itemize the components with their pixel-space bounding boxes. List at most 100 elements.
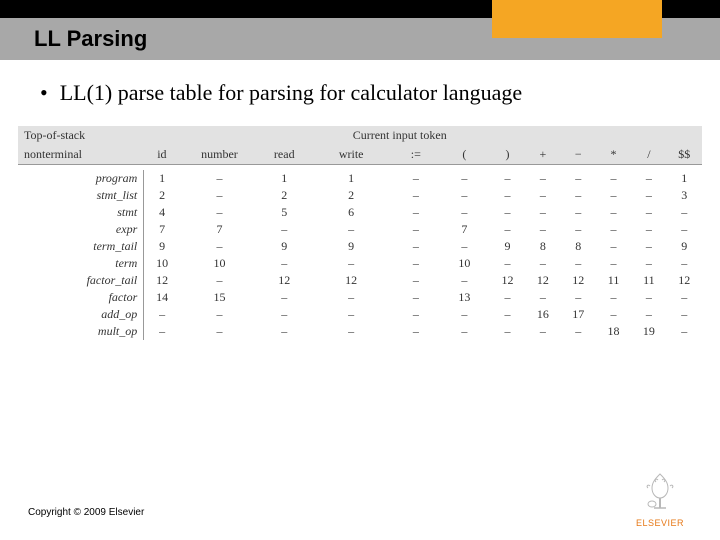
table-cell: – [310,221,393,238]
table-cell: – [259,323,310,340]
table-cell: – [393,170,439,187]
table-cell: – [439,187,490,204]
table-cell: – [259,255,310,272]
table-cell: – [490,323,525,340]
table-cell: 16 [525,306,560,323]
table-cell: – [393,221,439,238]
table-cell: 10 [180,255,259,272]
table-cell: – [667,255,702,272]
col-end: $$ [667,145,702,165]
table-cell: 11 [596,272,631,289]
table-cell: – [561,187,596,204]
table-cell: 2 [259,187,310,204]
table-cell: – [439,323,490,340]
table-cell: 12 [259,272,310,289]
bullet-item: • LL(1) parse table for parsing for calc… [60,78,680,108]
table-cell: – [596,306,631,323]
table-cell: – [490,221,525,238]
col-number: number [180,145,259,165]
table-cell: – [439,272,490,289]
row-label: term_tail [18,238,144,255]
table-cell: 6 [310,204,393,221]
slide-title: LL Parsing [34,26,147,52]
table-cell: 4 [144,204,180,221]
table-cell: 5 [259,204,310,221]
accent-box [492,0,662,38]
table-cell: – [561,289,596,306]
copyright-text: Copyright © 2009 Elsevier [28,507,144,518]
table-cell: – [310,323,393,340]
table-cell: – [393,306,439,323]
table-row: term_tail9–99––988––9 [18,238,702,255]
table-cell: – [667,289,702,306]
col-read: read [259,145,310,165]
table-cell: 9 [310,238,393,255]
col-id: id [144,145,180,165]
table-cell: – [596,255,631,272]
elsevier-logo: ELSEVIER [628,468,692,528]
table-cell: – [180,272,259,289]
table-cell: 3 [667,187,702,204]
table-row: mult_op–––––––––1819– [18,323,702,340]
table-row: stmt4–56–––––––– [18,204,702,221]
table-cell: – [180,187,259,204]
table-body: program1–11–––––––1stmt_list2–22–––––––3… [18,164,702,340]
table-cell: 12 [525,272,560,289]
table-cell: 12 [667,272,702,289]
table-cell: – [439,306,490,323]
table-cell: – [393,323,439,340]
table-cell: – [667,306,702,323]
table-cell: – [525,187,560,204]
table-cell: 9 [144,238,180,255]
table-cell: 18 [596,323,631,340]
table-cell: – [561,255,596,272]
col-plus: + [525,145,560,165]
col-minus: − [561,145,596,165]
table-header-row-2: nonterminal id number read write := ( ) … [18,145,702,165]
table-cell: – [393,187,439,204]
table-cell: 1 [144,170,180,187]
col-assign: := [393,145,439,165]
table-cell: 1 [667,170,702,187]
table-cell: 12 [490,272,525,289]
row-label: mult_op [18,323,144,340]
table-cell: 12 [310,272,393,289]
table-cell: 7 [144,221,180,238]
table-cell: – [525,323,560,340]
table-cell: 11 [631,272,666,289]
table-cell: – [561,170,596,187]
table-cell: – [144,323,180,340]
table-cell: 1 [310,170,393,187]
table-cell: 2 [144,187,180,204]
table-cell: – [490,289,525,306]
table-cell: – [596,238,631,255]
table-cell: 12 [561,272,596,289]
table-cell: – [490,204,525,221]
table-cell: 14 [144,289,180,306]
table-cell: 19 [631,323,666,340]
table-cell: – [525,255,560,272]
table-cell: – [596,221,631,238]
row-label: factor_tail [18,272,144,289]
table-cell: 2 [310,187,393,204]
table-cell: 7 [180,221,259,238]
table-cell: – [259,221,310,238]
table-cell: – [596,170,631,187]
table-cell: – [490,255,525,272]
table-cell: – [631,255,666,272]
table-row: add_op–––––––1617––– [18,306,702,323]
table-cell: – [561,221,596,238]
row-label: stmt_list [18,187,144,204]
table-cell: 10 [439,255,490,272]
content-area: • LL(1) parse table for parsing for calc… [0,60,720,108]
table-row: factor1415–––13–––––– [18,289,702,306]
table-cell: – [525,221,560,238]
row-label: program [18,170,144,187]
table-cell: – [631,187,666,204]
table-cell: – [393,204,439,221]
table-cell: – [561,323,596,340]
col-rparen: ) [490,145,525,165]
table-cell: – [180,306,259,323]
super-header: Current input token [310,126,490,145]
table-cell: – [180,204,259,221]
